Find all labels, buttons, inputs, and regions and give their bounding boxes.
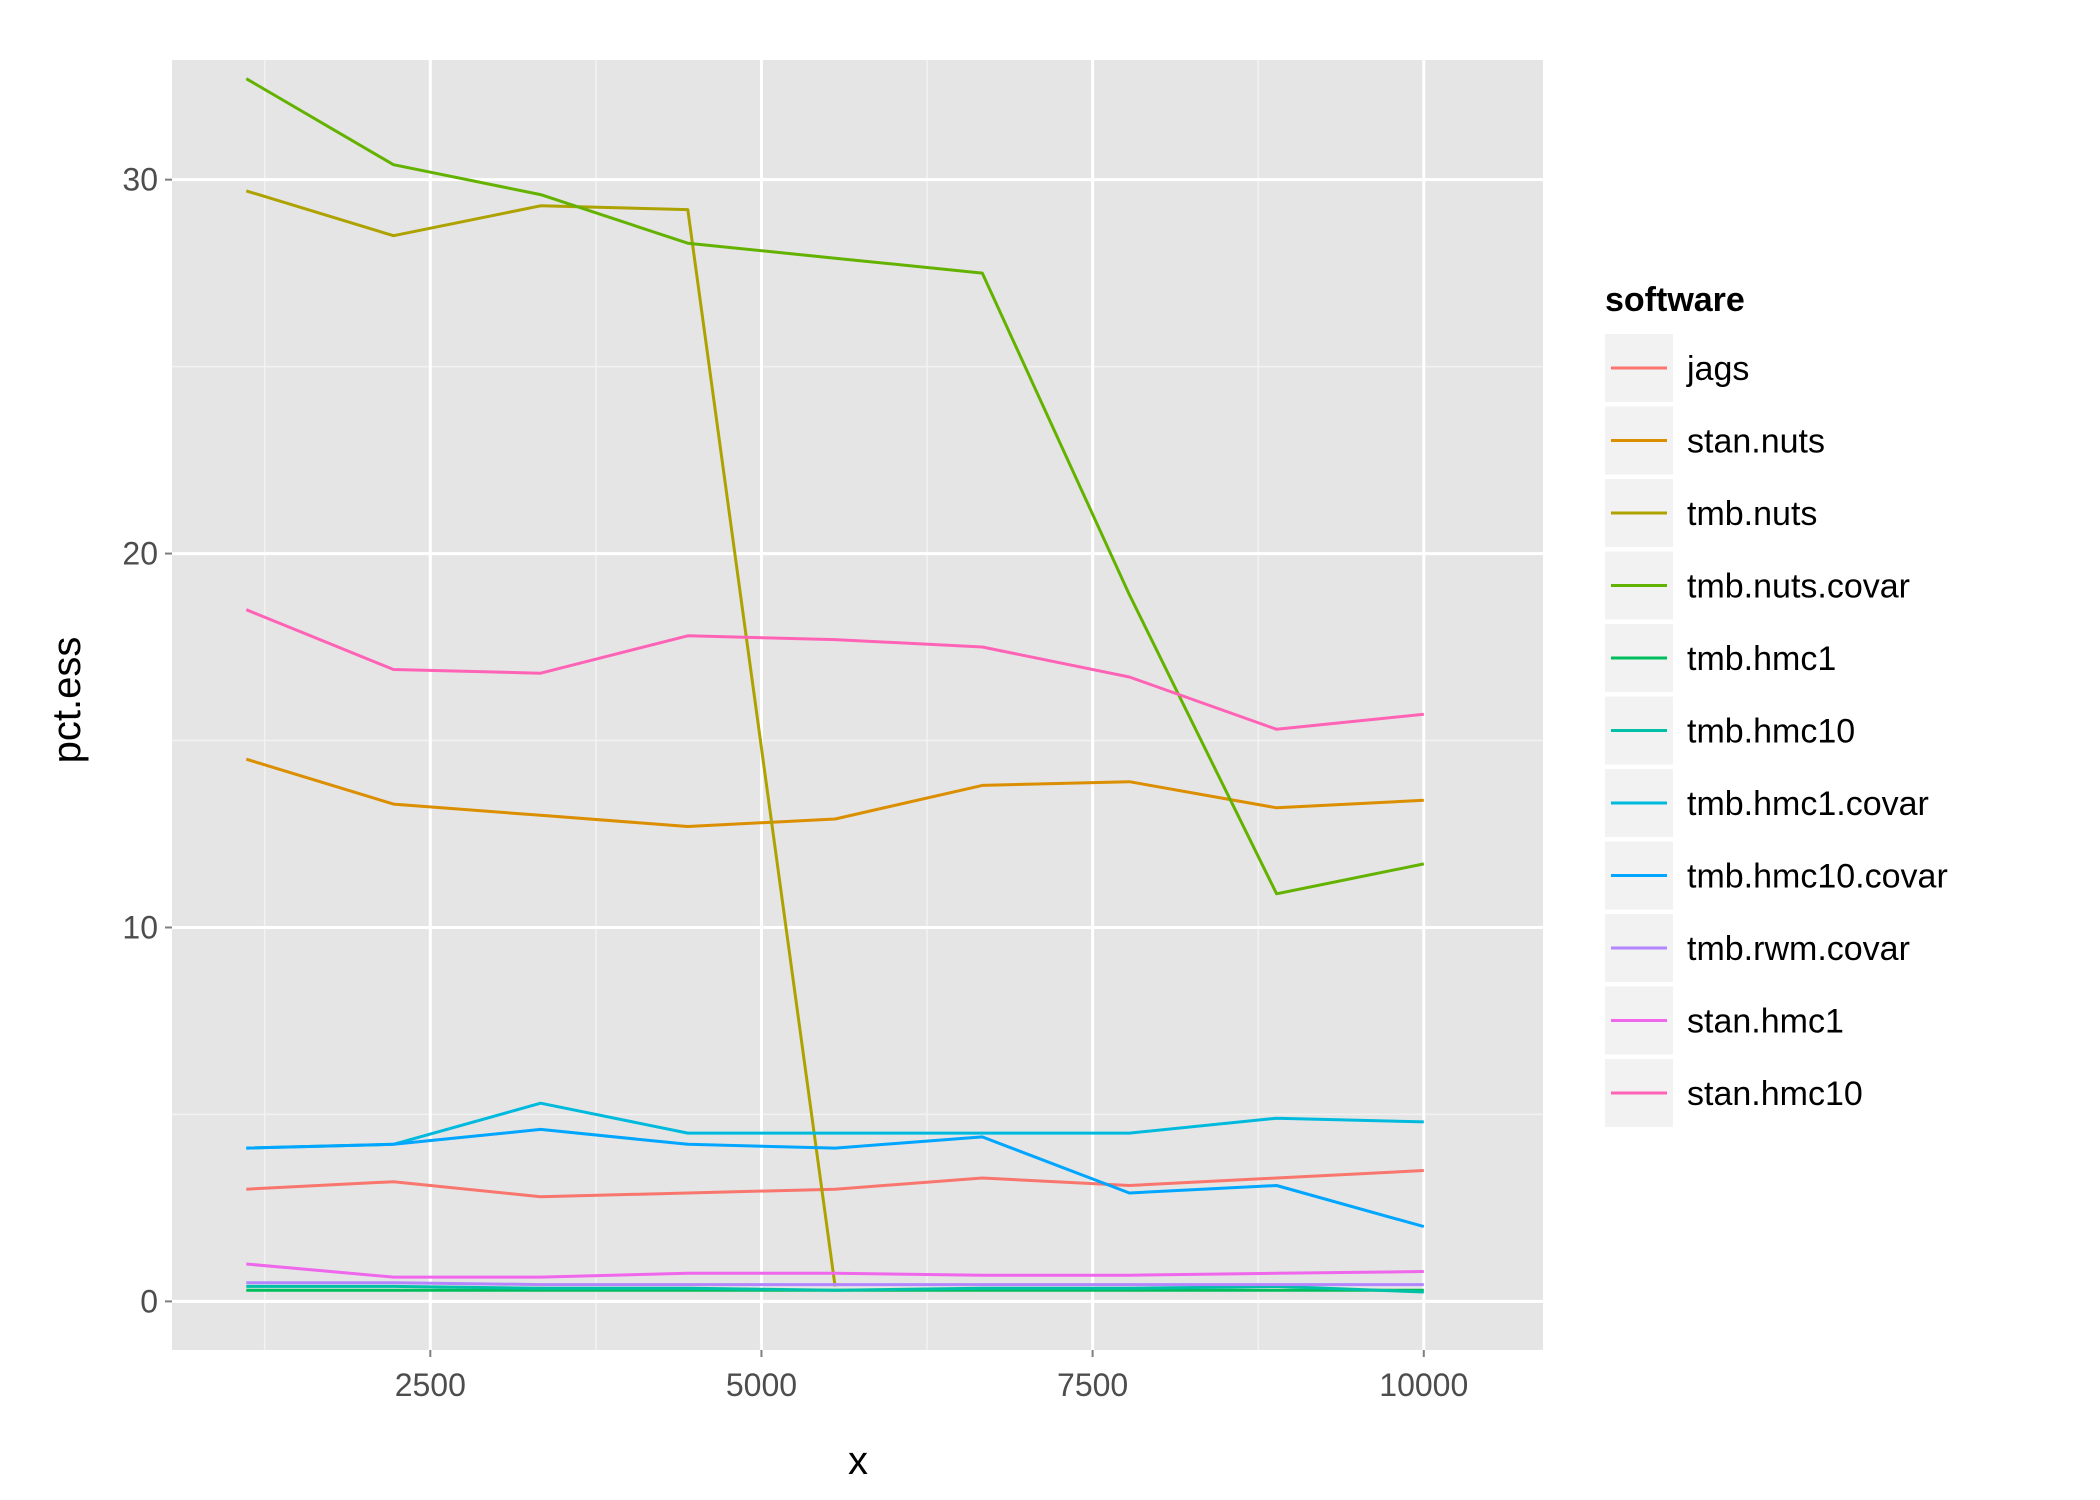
plot-panel-background [172,60,1543,1350]
legend-item: tmb.hmc1 [1605,624,1836,692]
series-line-stan-hmc1 [246,1262,1424,1279]
y-axis-ticks: 0 10 20 30 [122,162,172,1319]
series-line-tmb-hmc10-covar [246,1127,1425,1229]
legend-item: tmb.rwm.covar [1605,914,1910,982]
x-tick-label: 5000 [726,1367,797,1403]
y-tick-label: 10 [122,909,158,945]
x-axis-title: x [848,1439,868,1483]
series-line-tmb-hmc10 [246,1284,1424,1294]
legend-title: software [1605,281,1745,319]
legend-label: tmb.rwm.covar [1687,930,1910,968]
series-line-tmb-rwm-covar [246,1281,1424,1287]
legend-label: tmb.hmc1.covar [1687,785,1929,823]
x-axis-ticks: 2500 5000 7500 10000 [395,1350,1468,1403]
series-line-tmb-hmc1-covar [246,1101,1424,1150]
legend-label: tmb.nuts.covar [1687,568,1910,606]
legend-item: stan.hmc1 [1605,986,1844,1055]
major-gridlines [172,60,1543,1350]
legend-item: tmb.nuts.covar [1605,551,1910,620]
legend-item: stan.hmc10 [1605,1059,1863,1127]
series-line-tmb-nuts [245,189,837,1287]
legend-items: jags stan.nuts tmb.nuts tmb.nuts.covar tmb.h… [1605,334,1948,1127]
y-tick-label: 0 [140,1283,158,1319]
series-line-jags [246,1169,1424,1199]
legend-item: tmb.hmc10 [1605,696,1855,765]
series-line-stan-nuts [245,757,1424,828]
minor-gridlines [172,60,1543,1350]
legend-label: jags [1686,350,1749,388]
legend-item: stan.nuts [1605,406,1825,475]
legend: software jags stan.nuts tmb.nuts tmb.nuts.c… [1605,281,1948,1127]
legend-item: tmb.hmc10.covar [1605,841,1948,910]
y-tick-label: 20 [122,536,158,572]
legend-item: jags [1605,334,1749,402]
legend-label: tmb.hmc10.covar [1687,858,1948,896]
x-tick-label: 2500 [395,1367,466,1403]
legend-label: stan.hmc10 [1687,1075,1863,1113]
series-line-tmb-nuts-covar [245,77,1425,896]
legend-item: tmb.hmc1.covar [1605,769,1929,837]
y-axis-title: pct.ess [45,637,89,764]
y-tick-label: 30 [122,162,158,198]
legend-label: stan.hmc1 [1687,1003,1844,1041]
x-tick-label: 10000 [1379,1367,1468,1403]
legend-label: tmb.hmc1 [1687,640,1836,678]
x-tick-label: 7500 [1057,1367,1128,1403]
legend-item: tmb.nuts [1605,479,1817,547]
series-lines [245,77,1425,1294]
series-line-stan-hmc10 [245,608,1424,731]
legend-label: stan.nuts [1687,423,1825,461]
legend-label: tmb.nuts [1687,495,1817,533]
legend-label: tmb.hmc10 [1687,713,1855,751]
